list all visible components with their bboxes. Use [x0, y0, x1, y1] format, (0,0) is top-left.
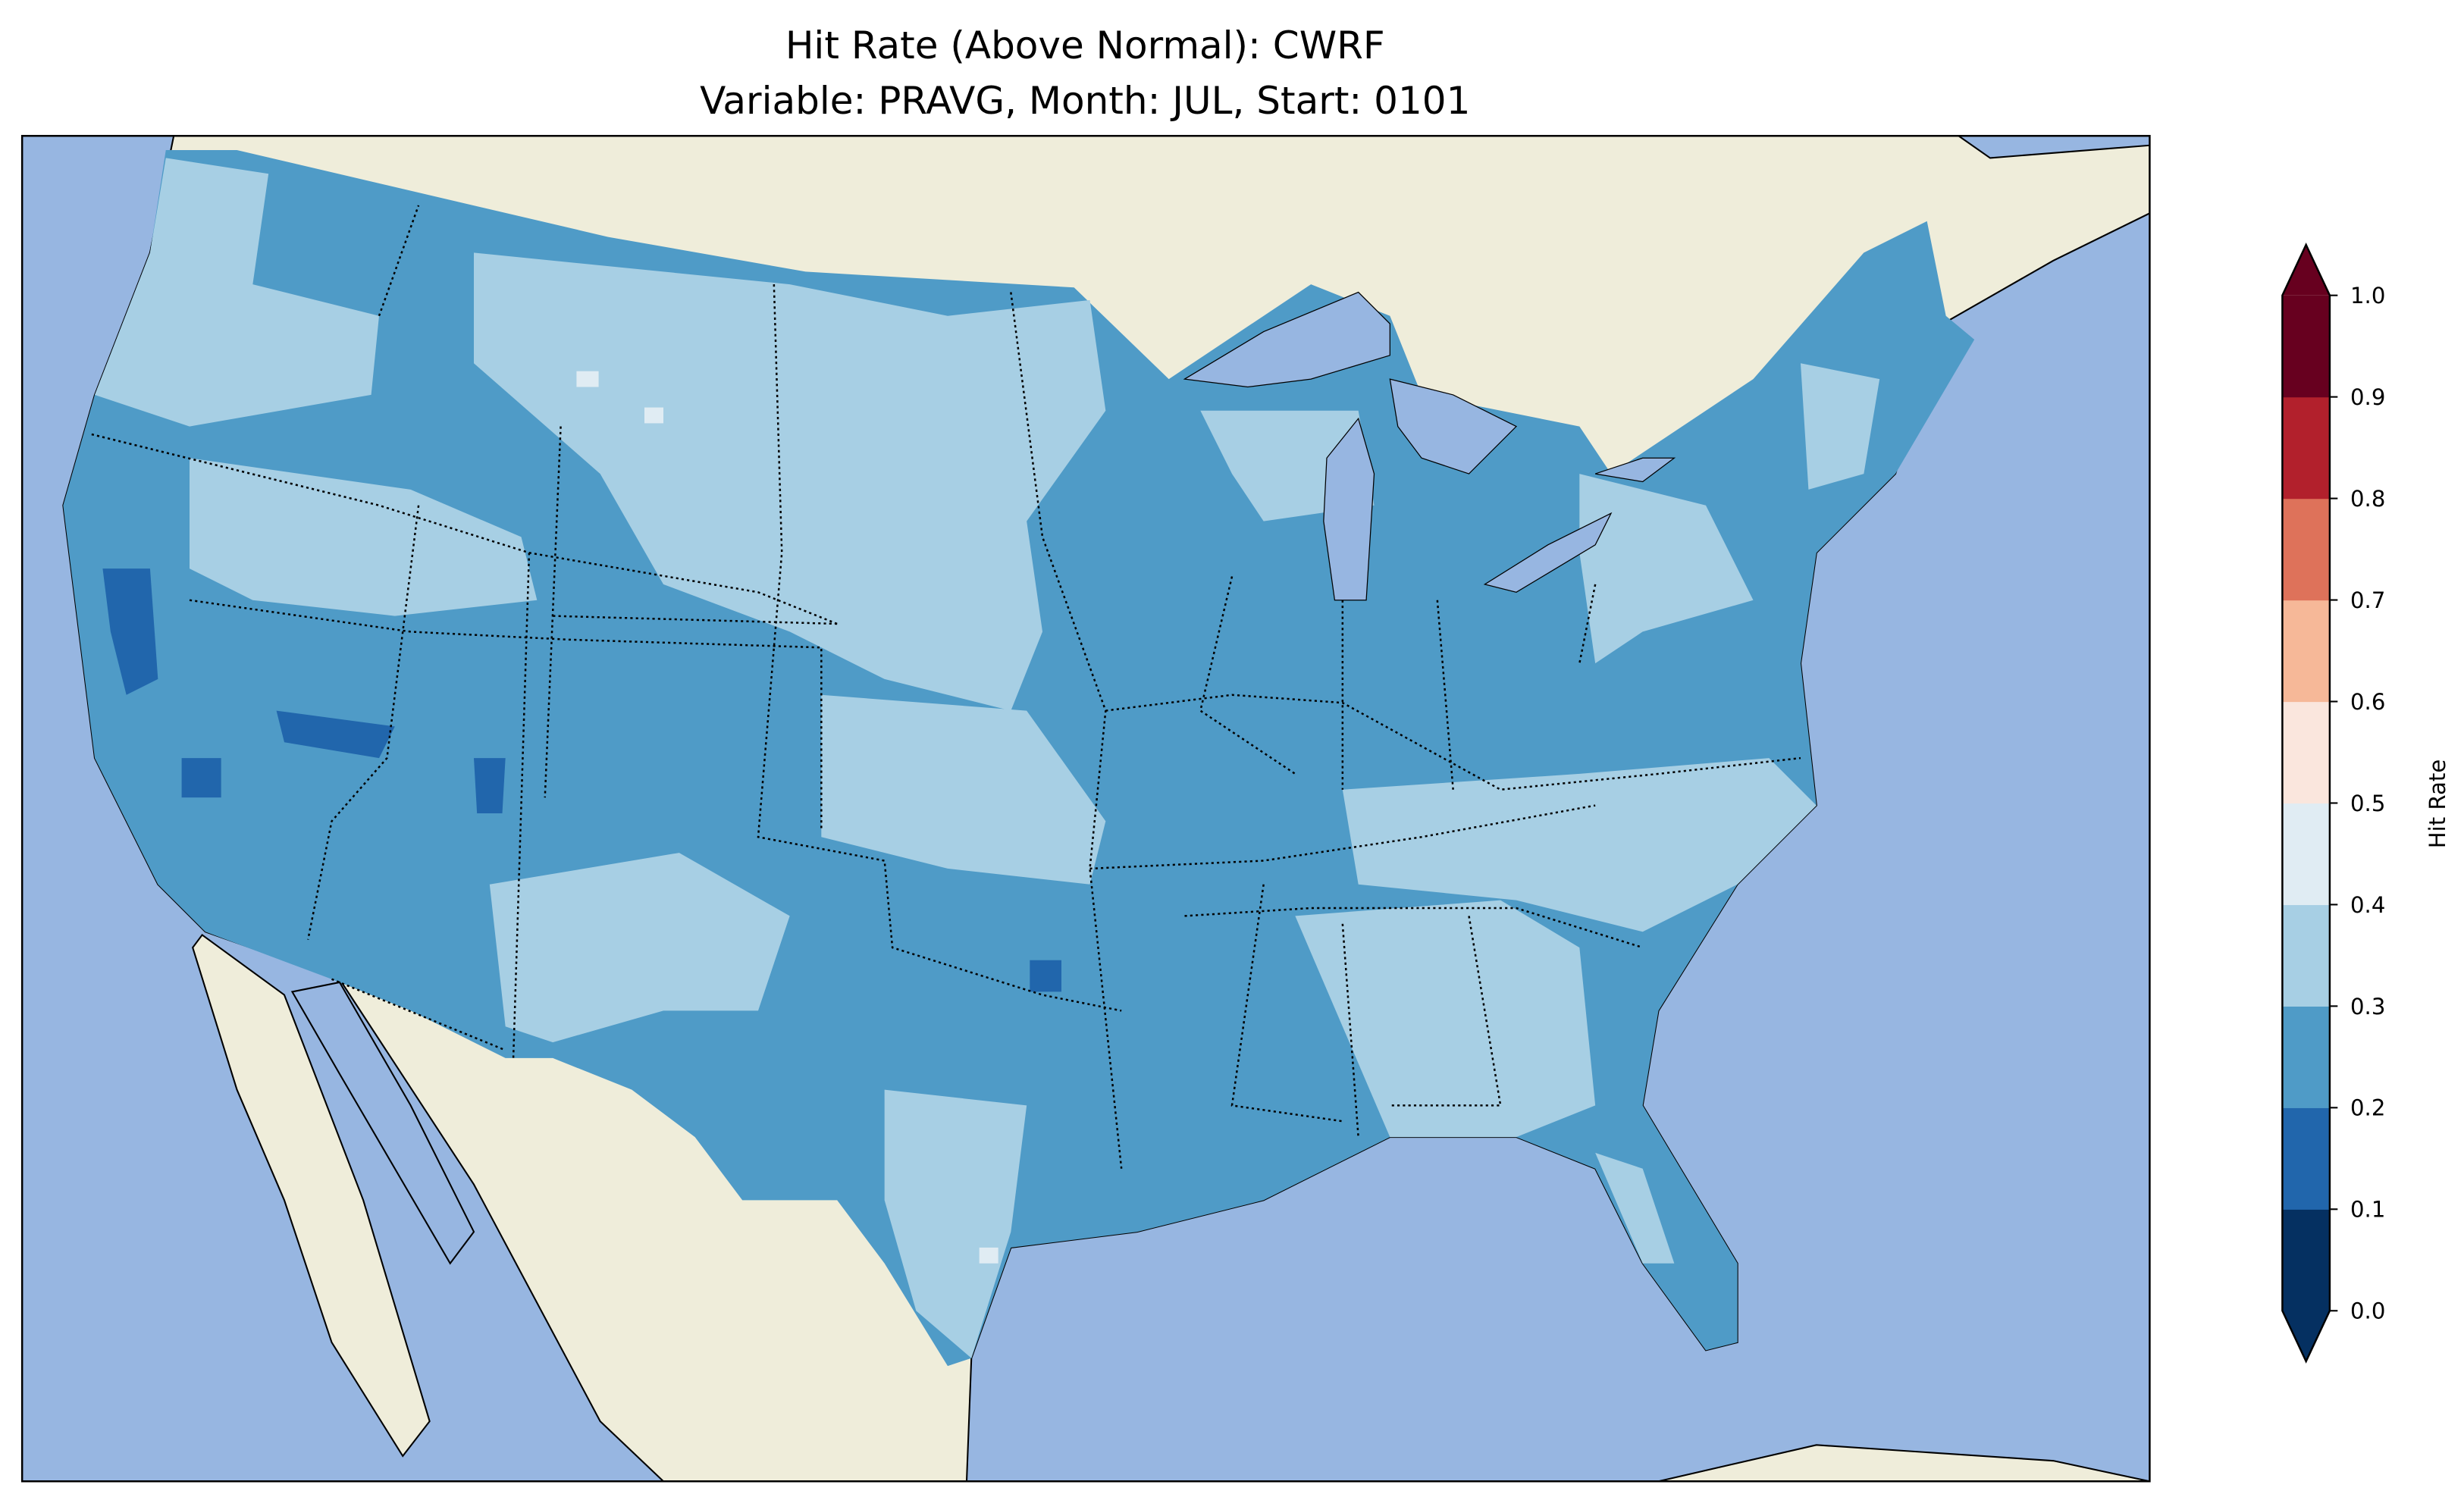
colorbar-swatch	[2282, 396, 2330, 500]
colorbar-tick-label: 0.0	[2350, 1298, 2385, 1324]
colorbar-tick-label: 0.2	[2350, 1095, 2385, 1121]
colorbar-swatch	[2282, 600, 2330, 703]
colorbar-tick-label: 0.8	[2350, 486, 2385, 512]
colorbar-swatch	[2282, 498, 2330, 601]
conus-data-0.3-0.4	[95, 158, 1880, 1358]
colorbar-tick-label: 1.0	[2350, 283, 2385, 309]
colorbar-swatch	[2282, 1006, 2330, 1108]
colorbar-tick-label: 0.7	[2350, 587, 2385, 613]
colorbar-swatch	[2282, 701, 2330, 804]
colorbar-tick-label: 0.9	[2350, 384, 2385, 410]
colorbar-extend-max	[2282, 245, 2330, 296]
state-borders	[91, 205, 1801, 1169]
colorbar-swatch	[2282, 295, 2330, 398]
map	[20, 135, 2151, 1483]
colorbar-label: Hit Rate	[2425, 760, 2450, 849]
colorbar-swatch	[2282, 1107, 2330, 1210]
colorbar-tick-label: 0.5	[2350, 791, 2385, 816]
colorbar-tick-label: 0.3	[2350, 994, 2385, 1019]
colorbar-extend-min	[2282, 1311, 2330, 1361]
colorbar: 0.0 0.1 0.2 0.3 0.4 0.5 0.6 0.7 0.8 0.9 1.0	[2281, 243, 2385, 1364]
gulf-of-california	[290, 981, 475, 1265]
great-lakes	[1183, 291, 1676, 601]
colorbar-swatch	[2282, 1209, 2330, 1311]
title-line-2: Variable: PRAVG, Month: JUL, Start: 0101	[700, 79, 1470, 123]
land-cuba	[1658, 1444, 2150, 1482]
colorbar-tick-label: 0.1	[2350, 1197, 2385, 1223]
colorbar-swatch	[2282, 803, 2330, 906]
land-baja	[192, 933, 431, 1458]
colorbar-tick-label: 0.6	[2350, 689, 2385, 715]
conus-data-0.4-0.5	[576, 371, 998, 1264]
map-frame	[20, 135, 2151, 1483]
colorbar-swatch	[2282, 904, 2330, 1007]
title-line-1: Hit Rate (Above Normal): CWRF	[785, 23, 1385, 67]
conus-data-0.1-0.2	[102, 568, 1061, 992]
colorbar-tick-label: 0.4	[2350, 892, 2385, 918]
